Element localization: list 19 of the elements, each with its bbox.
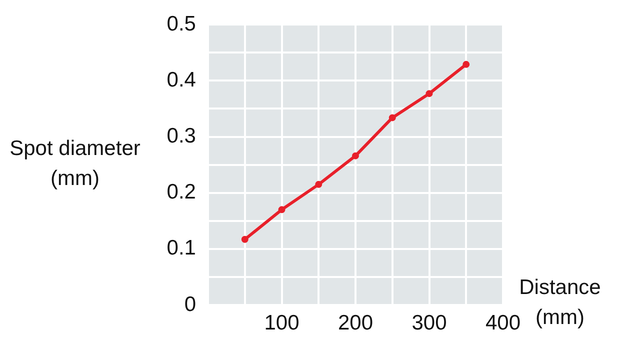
y-tick-label: 0.5: [166, 12, 196, 36]
point: [388, 114, 396, 122]
y-tick-label: 0.3: [166, 124, 196, 148]
y-tick-label: 0.1: [166, 236, 196, 260]
x-tick-label: 100: [264, 311, 300, 334]
y-tick-label: 0: [184, 292, 196, 316]
point: [426, 90, 433, 98]
point: [462, 60, 470, 68]
y-tick-label: 0.4: [166, 68, 196, 92]
x-tick-label: 200: [338, 311, 374, 334]
point: [352, 152, 359, 160]
x-axis-title: Distance (mm): [519, 276, 601, 329]
point: [315, 180, 322, 188]
y-axis-title: Spot diameter (mm): [8, 136, 142, 192]
y-tick-label: 0.2: [166, 180, 196, 204]
point: [241, 236, 248, 243]
point: [278, 206, 286, 214]
x-tick-label: 400: [485, 311, 521, 334]
x-tick-label: 300: [412, 311, 447, 334]
